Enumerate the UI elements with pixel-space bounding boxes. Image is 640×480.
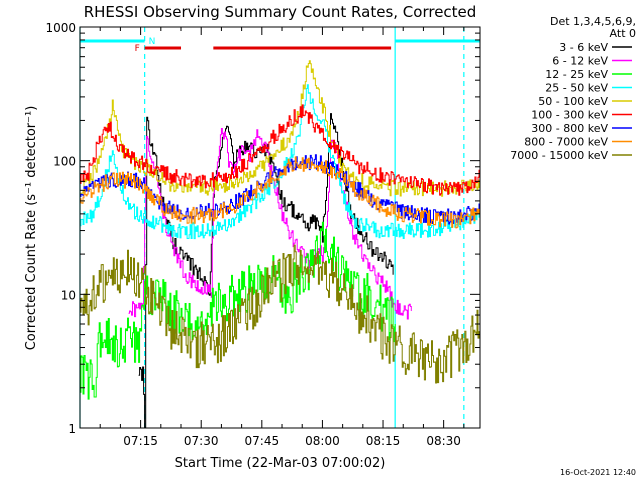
legend-label: 3 - 6 keV — [559, 41, 608, 54]
legend-header-line: Det 1,3,4,5,6,9, — [550, 15, 636, 28]
legend-header-line: Att 0 — [610, 27, 636, 40]
x-tick-label: 08:30 — [426, 434, 461, 448]
x-axis-label: Start Time (22-Mar-03 07:00:02) — [175, 456, 386, 471]
x-tick-label: 07:30 — [184, 434, 219, 448]
legend-label: 12 - 25 keV — [545, 68, 608, 81]
x-tick-label: 07:15 — [123, 434, 158, 448]
legend-label: 25 - 50 keV — [545, 82, 608, 95]
x-tick-label: 07:45 — [245, 434, 280, 448]
y-tick-label: 100 — [53, 155, 76, 169]
legend-label: 300 - 800 keV — [531, 122, 608, 135]
y-tick-label: 10 — [61, 288, 76, 302]
legend-label: 800 - 7000 keV — [524, 136, 608, 149]
legend-label: 7000 - 15000 keV — [510, 149, 608, 162]
y-axis-label: Corrected Count Rate (s⁻¹ detector⁻¹) — [24, 106, 39, 351]
flare-flag-label: F — [135, 44, 140, 54]
series-line-4 — [80, 84, 481, 240]
y-tick-label: 1000 — [45, 21, 76, 35]
x-tick-label: 08:15 — [366, 434, 401, 448]
series-line-8 — [80, 156, 481, 229]
legend-label: 100 - 300 keV — [531, 109, 608, 122]
legend-label: 6 - 12 keV — [552, 55, 608, 68]
plot-frame — [79, 26, 481, 429]
legend-label: 50 - 100 keV — [538, 95, 608, 108]
series-line-9 — [80, 244, 481, 384]
chart-title: RHESSI Observing Summary Count Rates, Co… — [84, 3, 477, 21]
axes-layer: 07:15 07:30 07:45 08:00 08:15 08:30 1 10 100 1000 — [45, 21, 481, 448]
x-tick-label: 08:00 — [305, 434, 340, 448]
timestamp: 16-Oct-2021 12:40 — [560, 468, 636, 477]
series-layer — [80, 60, 481, 428]
y-tick-label: 1 — [68, 422, 76, 436]
night-flag-label: N — [149, 37, 156, 47]
series-line-6 — [80, 104, 481, 196]
